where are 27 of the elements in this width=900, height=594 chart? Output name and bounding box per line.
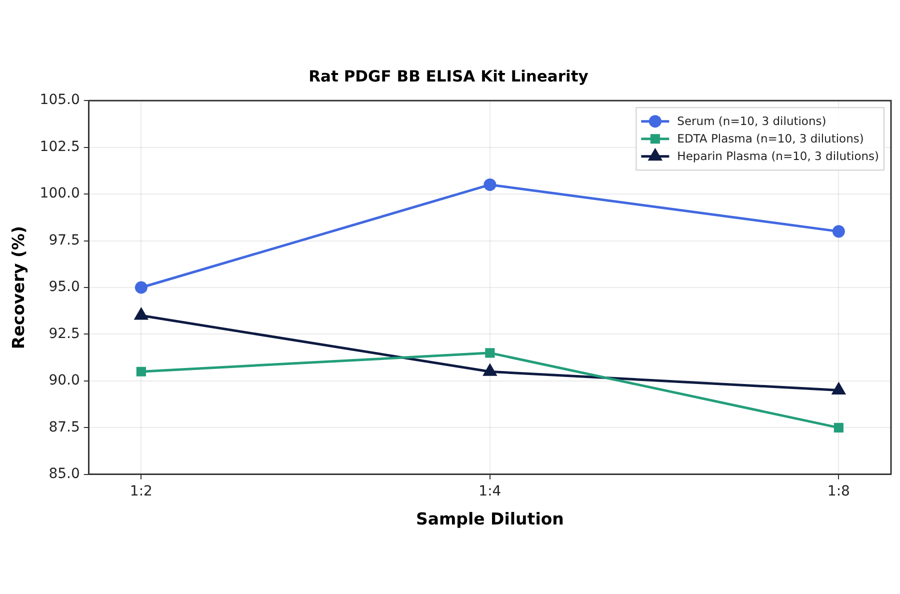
y-tick-label: 90.0 [48,372,80,389]
y-tick-label: 87.5 [48,419,80,436]
y-tick-label: 100.0 [40,186,80,202]
point [136,366,146,376]
y-tick-label: 95.0 [48,279,80,296]
point [484,178,496,191]
point [832,225,845,238]
point [483,364,496,376]
point [834,422,844,432]
point [134,308,148,320]
y-tick-label: 85.0 [48,466,80,482]
y-tick-label: 92.5 [48,326,80,342]
x-tick-label: 1:2 [130,483,152,500]
point [832,383,846,395]
y-axis-title: Recovery (%) [9,226,28,350]
point [134,281,148,294]
legend-label: Heparin Plasma (n=10, 3 dilutions) [677,148,880,163]
x-tick-label: 1:8 [827,483,850,500]
legend-label: Serum (n=10, 3 dilutions) [677,114,826,128]
y-tick-label: 105.0 [40,92,80,108]
x-axis-title: Sample Dilution [416,509,564,528]
legend-label: EDTA Plasma (n=10, 3 dilutions) [677,131,864,146]
y-tick-label: 97.5 [48,232,80,248]
y-tick-label: 102.5 [40,138,80,155]
point [485,348,495,358]
x-tick-label: 1:4 [478,483,502,500]
chart-title: Rat PDGF BB ELISA Kit Linearity [308,67,588,86]
